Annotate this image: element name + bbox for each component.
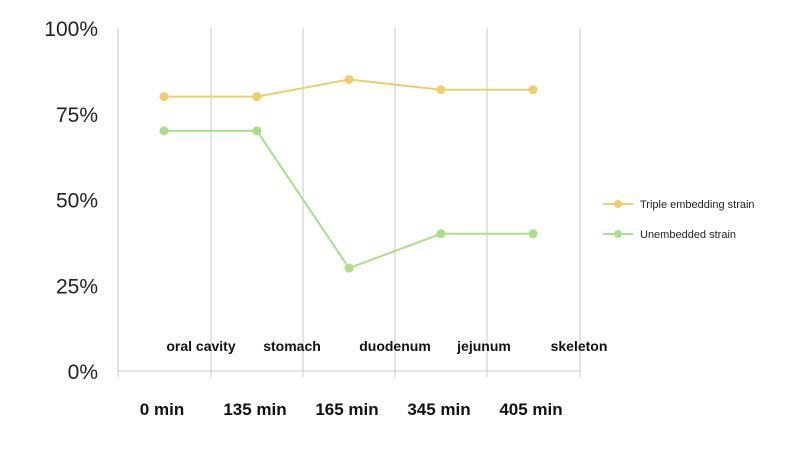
legend-label: Triple embedding strain	[640, 199, 755, 211]
x-tick-label: 405 min	[499, 400, 562, 419]
stage-labels: oral cavity stomach duodenum jejunum skeleto…	[166, 338, 607, 354]
data-point	[528, 229, 538, 239]
stage-label: stomach	[263, 338, 321, 354]
data-point	[159, 92, 169, 102]
y-tick-label: 50%	[56, 190, 98, 213]
legend: Triple embedding strain Unembedded strain	[603, 199, 755, 241]
x-tick-label: 345 min	[407, 400, 470, 419]
y-tick-label: 100%	[44, 18, 98, 41]
data-point	[436, 229, 446, 239]
y-tick-label: 75%	[56, 104, 98, 127]
data-point	[344, 263, 354, 273]
x-axis-ticks: 0 min 135 min 165 min 345 min 405 min	[140, 400, 563, 419]
x-tick-label: 135 min	[223, 400, 286, 419]
data-point	[159, 126, 169, 136]
y-axis-ticks: 0% 25% 50% 75% 100%	[44, 18, 98, 384]
stage-label: jejunum	[456, 338, 511, 354]
series-line	[164, 129, 533, 270]
legend-label: Unembedded strain	[640, 229, 736, 241]
data-point	[252, 92, 262, 102]
legend-swatch-marker	[614, 200, 622, 208]
data-point	[528, 85, 538, 95]
y-tick-label: 0%	[68, 361, 98, 384]
x-tick-label: 165 min	[315, 400, 378, 419]
stage-label: oral cavity	[166, 338, 235, 354]
series-layer	[159, 74, 538, 273]
stage-label: skeleton	[551, 338, 608, 354]
stage-label: duodenum	[359, 338, 431, 354]
data-point	[436, 85, 446, 95]
x-tick-label: 0 min	[140, 400, 184, 419]
y-tick-label: 25%	[56, 275, 98, 298]
data-point	[344, 74, 354, 84]
data-point	[252, 126, 262, 136]
axis-layer	[117, 370, 581, 377]
legend-swatch-marker	[614, 230, 622, 238]
